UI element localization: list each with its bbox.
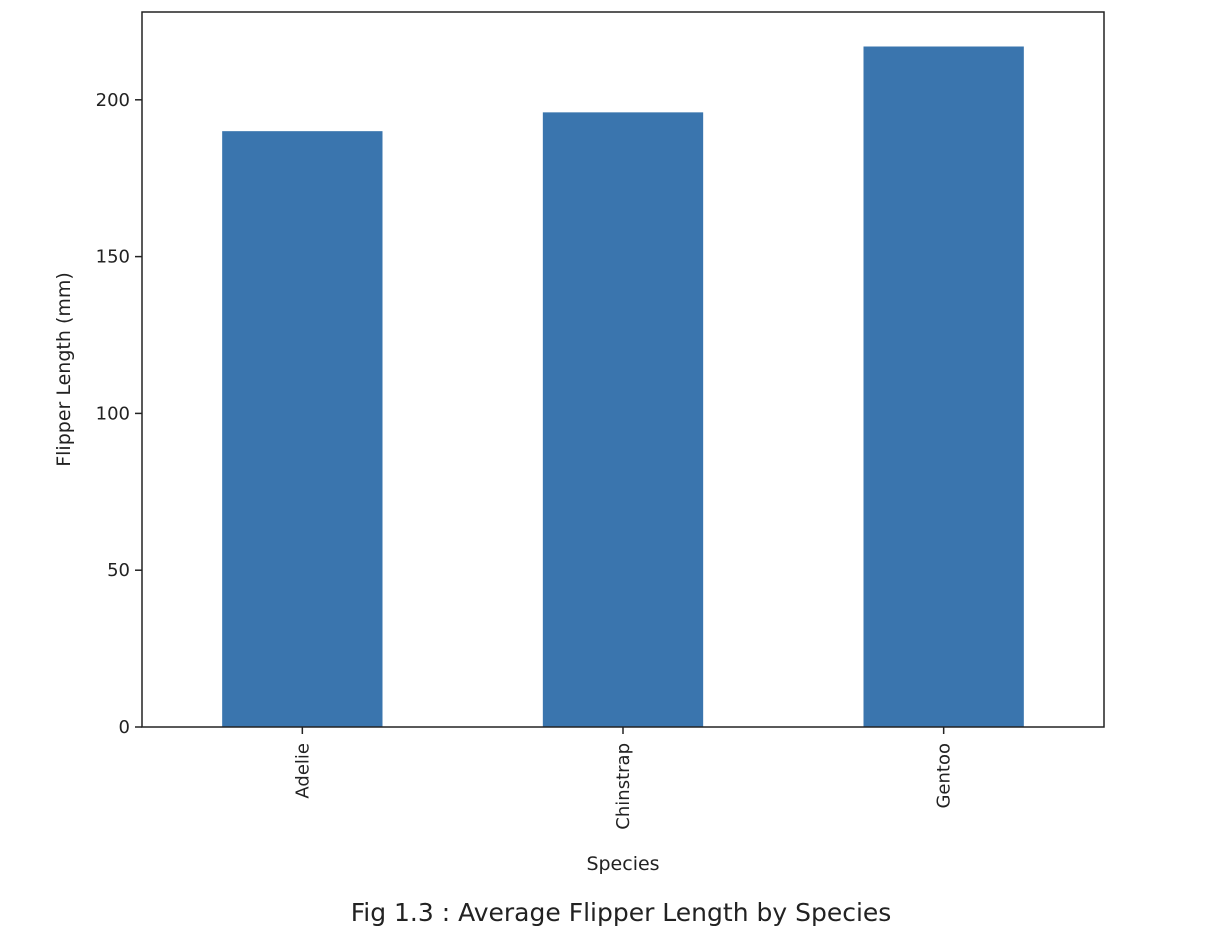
figure-caption: Fig 1.3 : Average Flipper Length by Spec… — [350, 898, 892, 927]
bar-gentoo — [863, 46, 1024, 728]
x-tick-label: Chinstrap — [613, 743, 634, 830]
y-tick-label: 50 — [107, 560, 130, 581]
y-tick-label: 200 — [96, 90, 130, 111]
bars-layer — [222, 46, 1024, 728]
x-axis-title: Species — [586, 853, 659, 875]
y-tick-label: 0 — [119, 717, 130, 738]
y-axis-title: Flipper Length (mm) — [53, 272, 75, 467]
y-tick-label: 150 — [96, 247, 130, 268]
y-tick-label: 100 — [96, 403, 130, 424]
x-axis: Adelie Chinstrap Gentoo — [292, 727, 955, 830]
x-tick-label: Gentoo — [934, 743, 955, 809]
bar-chinstrap — [542, 112, 704, 727]
x-tick-label: Adelie — [292, 743, 313, 799]
y-axis: 0 50 100 150 200 — [96, 90, 142, 738]
bar-adelie — [222, 131, 383, 727]
